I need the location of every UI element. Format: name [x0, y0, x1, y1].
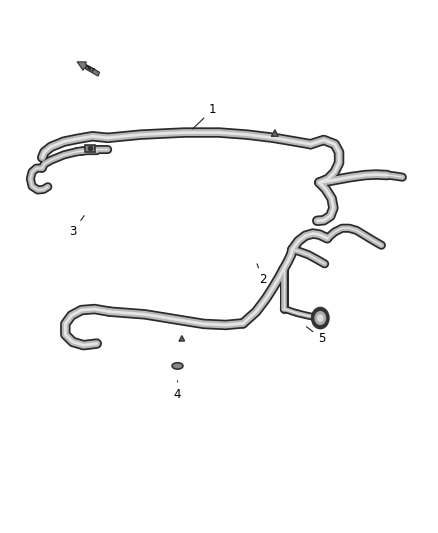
- Text: FRT: FRT: [83, 64, 95, 74]
- Circle shape: [311, 308, 329, 329]
- Text: 3: 3: [69, 216, 84, 238]
- Text: 2: 2: [257, 264, 266, 286]
- Polygon shape: [272, 130, 278, 136]
- Text: 1: 1: [193, 103, 216, 129]
- FancyBboxPatch shape: [85, 146, 95, 152]
- Circle shape: [315, 312, 325, 325]
- Polygon shape: [179, 336, 184, 341]
- Circle shape: [318, 315, 323, 321]
- Ellipse shape: [172, 363, 183, 369]
- Text: 5: 5: [306, 327, 325, 345]
- Text: 4: 4: [174, 381, 181, 401]
- FancyArrow shape: [77, 62, 99, 76]
